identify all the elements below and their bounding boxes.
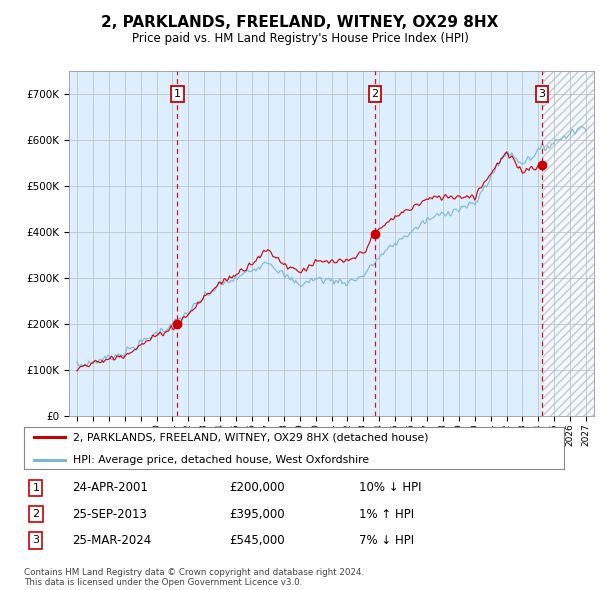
Text: 1: 1	[174, 89, 181, 99]
Text: 3: 3	[32, 536, 40, 546]
Text: 1: 1	[32, 483, 40, 493]
Text: 2: 2	[32, 509, 40, 519]
Text: 3: 3	[538, 89, 545, 99]
Text: £545,000: £545,000	[229, 534, 285, 547]
Text: 10% ↓ HPI: 10% ↓ HPI	[359, 481, 421, 494]
Text: £395,000: £395,000	[229, 508, 285, 521]
Text: 25-SEP-2013: 25-SEP-2013	[73, 508, 148, 521]
Text: HPI: Average price, detached house, West Oxfordshire: HPI: Average price, detached house, West…	[73, 455, 369, 465]
Text: Price paid vs. HM Land Registry's House Price Index (HPI): Price paid vs. HM Land Registry's House …	[131, 32, 469, 45]
Text: £200,000: £200,000	[229, 481, 285, 494]
Text: 2: 2	[371, 89, 379, 99]
Text: 7% ↓ HPI: 7% ↓ HPI	[359, 534, 414, 547]
Text: 1% ↑ HPI: 1% ↑ HPI	[359, 508, 414, 521]
Text: 25-MAR-2024: 25-MAR-2024	[73, 534, 152, 547]
Text: Contains HM Land Registry data © Crown copyright and database right 2024.
This d: Contains HM Land Registry data © Crown c…	[24, 568, 364, 587]
Text: 24-APR-2001: 24-APR-2001	[73, 481, 148, 494]
Text: 2, PARKLANDS, FREELAND, WITNEY, OX29 8HX (detached house): 2, PARKLANDS, FREELAND, WITNEY, OX29 8HX…	[73, 432, 428, 442]
Text: 2, PARKLANDS, FREELAND, WITNEY, OX29 8HX: 2, PARKLANDS, FREELAND, WITNEY, OX29 8HX	[101, 15, 499, 30]
